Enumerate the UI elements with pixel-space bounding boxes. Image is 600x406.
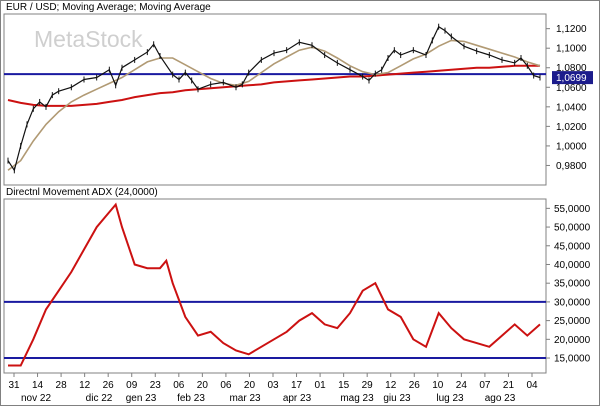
adx-y-tick-label: 55,0000 [554, 204, 591, 215]
x-month-label: ago 23 [485, 393, 516, 404]
x-day-tick-label: 04 [526, 380, 538, 391]
price-y-tick-label: 1,0200 [556, 122, 587, 133]
x-day-tick-label: 07 [479, 380, 491, 391]
x-day-tick-label: 14 [32, 380, 44, 391]
adx-line [8, 202, 541, 367]
adx-y-tick-label: 15,0000 [554, 354, 591, 365]
x-day-tick-label: 15 [338, 380, 350, 391]
moving-average-long-line [7, 64, 540, 107]
adx-pane-title: Directnl Movement ADX (24,0000) [6, 187, 158, 198]
x-month-label: lug 23 [436, 393, 464, 404]
x-month-label: mar 23 [229, 393, 261, 404]
price-y-tick-label: 1,1200 [556, 24, 587, 35]
price-y-axis: 1,1200 1,1000 1,0800 1,0600 1,0400 1,0200 1,00… [546, 24, 587, 172]
adx-y-axis: 55,0000 50,0000 45,0000 40,0000 35,0000 30,00… [546, 204, 591, 365]
x-day-tick-label: 06 [220, 380, 232, 391]
x-month-label: dic 22 [86, 393, 113, 404]
price-plot-frame [3, 13, 547, 186]
adx-y-tick-label: 50,0000 [554, 223, 591, 234]
x-day-tick-label: 24 [456, 380, 468, 391]
price-y-tick-label: 0,9800 [556, 161, 587, 172]
x-month-label: mag 23 [340, 393, 374, 404]
x-day-tick-label: 20 [244, 380, 256, 391]
x-day-tick-label: 03 [267, 380, 279, 391]
x-day-tick-label: 26 [103, 380, 115, 391]
x-day-tick-label: 01 [315, 380, 327, 391]
watermark-logo: MetaStock [34, 26, 143, 52]
adx-y-tick-label: 40,0000 [554, 260, 591, 271]
price-pane-title: EUR / USD; Moving Average; Moving Averag… [6, 2, 211, 13]
adx-y-tick-label: 30,0000 [554, 297, 591, 308]
x-day-tick-label: 29 [362, 380, 374, 391]
price-y-tick-label: 1,1000 [556, 44, 587, 55]
x-month-label: giu 23 [383, 393, 411, 404]
x-day-tick-label: 12 [385, 380, 397, 391]
x-day-tick-label: 31 [8, 380, 20, 391]
price-y-tick-label: 1,0800 [556, 63, 587, 74]
last-value-box [552, 71, 593, 85]
adx-pane: Directnl Movement ADX (24,0000) 55,00005… [3, 187, 591, 374]
adx-y-tick-label: 35,0000 [554, 279, 591, 290]
x-day-tick-label: 12 [79, 380, 91, 391]
x-month-label: nov 22 [21, 393, 51, 404]
x-axis-month-labels: nov 22 dic 22 gen 23 feb 23 mar 23 apr 23 mag … [21, 393, 516, 404]
price-y-tick-label: 1,0000 [556, 141, 587, 152]
x-day-tick-label: 23 [150, 380, 162, 391]
x-day-tick-label: 28 [56, 380, 68, 391]
x-day-tick-label: 09 [126, 380, 138, 391]
price-y-tick-label: 1,0400 [556, 102, 587, 113]
adx-plot-frame [3, 198, 547, 374]
price-pane: EUR / USD; Moving Average; Moving Averag… [3, 2, 593, 186]
adx-y-tick-label: 25,0000 [554, 316, 591, 327]
x-day-tick-label: 06 [173, 380, 185, 391]
x-month-label: apr 23 [283, 393, 312, 404]
x-month-label: feb 23 [177, 393, 205, 404]
x-day-tick-label: 10 [432, 380, 444, 391]
moving-average-short-line [7, 39, 541, 171]
last-value-label: 1,0699 [556, 73, 587, 84]
price-series-markers [7, 23, 541, 174]
x-axis: 31 14 28 12 26 09 23 06 20 06 20 03 17 01 15 29 12 26 10 24… [4, 372, 546, 404]
x-month-label: gen 23 [126, 393, 157, 404]
x-day-tick-label: 21 [503, 380, 515, 391]
adx-y-tick-label: 20,0000 [554, 335, 591, 346]
price-y-tick-label: 1,0600 [556, 83, 587, 94]
x-day-tick-label: 20 [197, 380, 209, 391]
x-day-tick-label: 17 [291, 380, 303, 391]
adx-y-tick-label: 45,0000 [554, 241, 591, 252]
x-day-tick-label: 26 [409, 380, 421, 391]
x-axis-day-labels: 31 14 28 12 26 09 23 06 20 06 20 03 17 01 15 29 12 26 10 24… [8, 373, 538, 391]
